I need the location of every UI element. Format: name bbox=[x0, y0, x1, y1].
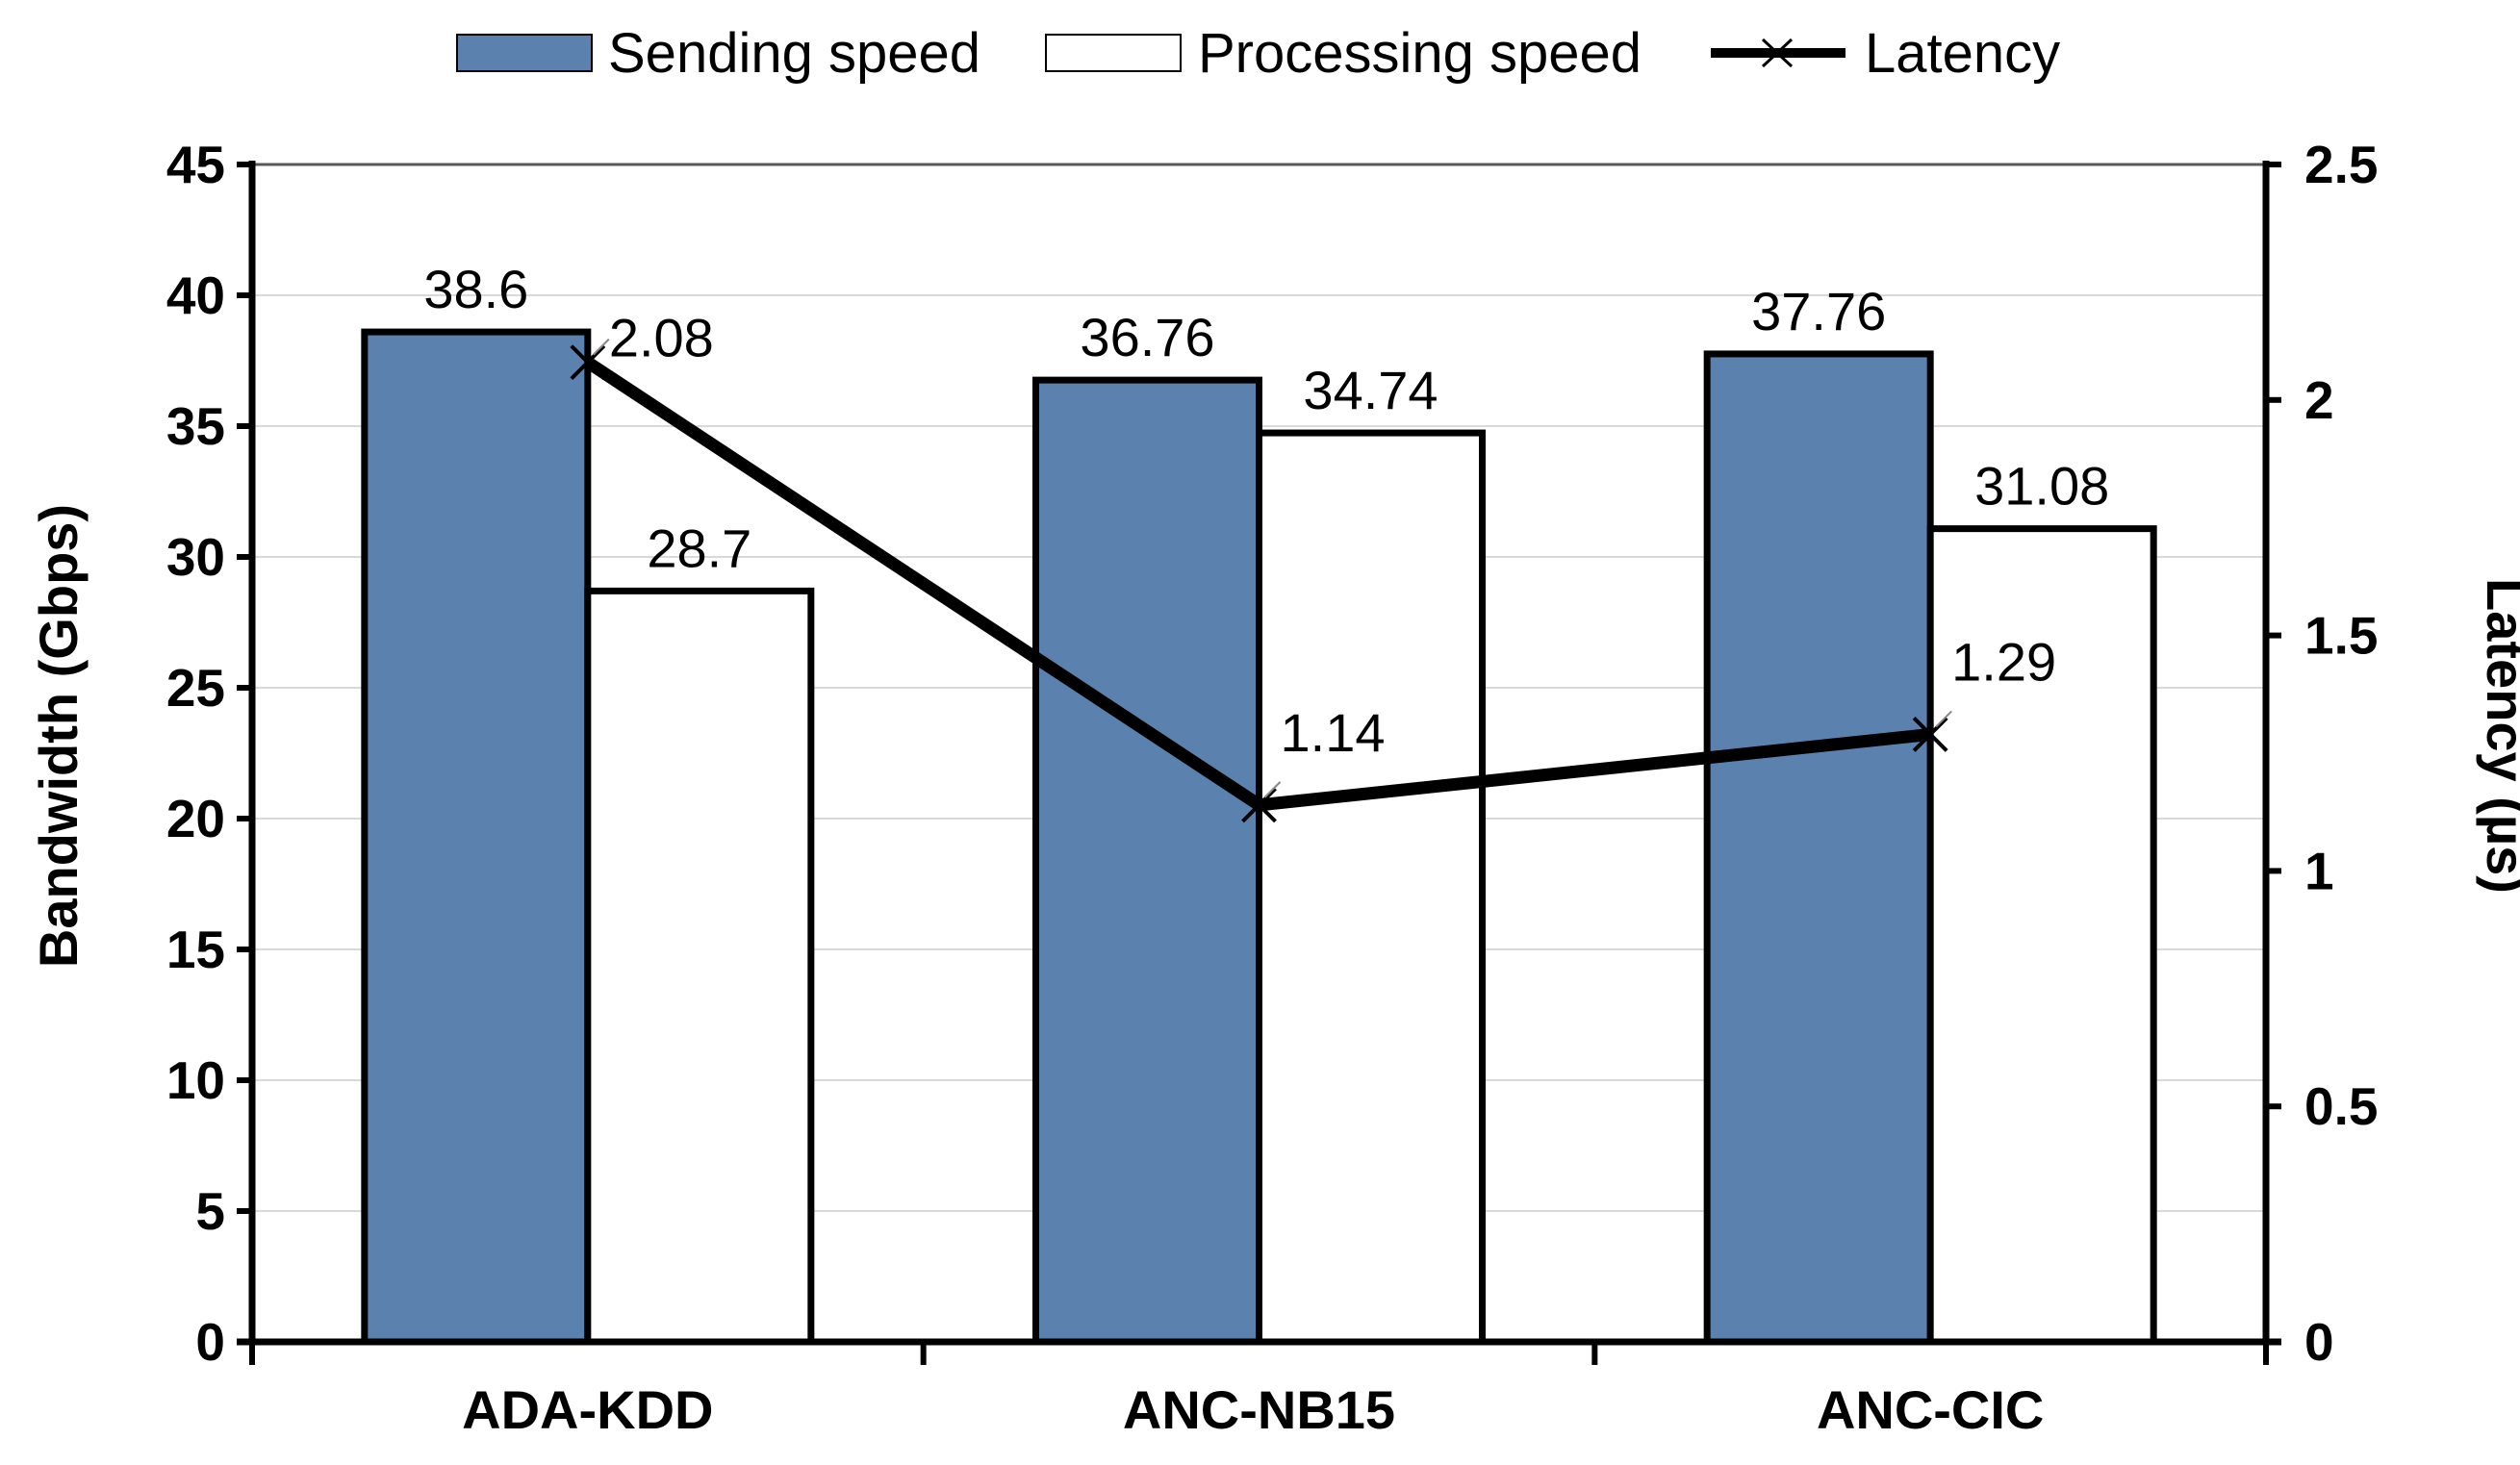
y-axis-title: Bandwidth (Gbps) bbox=[28, 504, 89, 968]
bars bbox=[361, 328, 2157, 1346]
legend-label-latency: Latency bbox=[1865, 22, 2060, 85]
y-tick-label: 15 bbox=[166, 920, 225, 979]
y-tick-label: 10 bbox=[166, 1050, 225, 1110]
latency-data-label: 1.29 bbox=[1951, 631, 2056, 692]
y-tick-label: 30 bbox=[166, 527, 225, 587]
bar-processing-speed bbox=[1926, 525, 2157, 1346]
data-label: 38.6 bbox=[423, 259, 528, 319]
data-label: 37.76 bbox=[1751, 281, 1886, 341]
legend-swatch-processing-speed bbox=[1045, 34, 1182, 72]
y2-tick-label: 0 bbox=[2304, 1312, 2334, 1372]
latency-leader-line bbox=[593, 338, 610, 356]
latency-line bbox=[570, 338, 1952, 823]
x-category-label: ADA-KDD bbox=[462, 1379, 713, 1440]
bar-processing-speed bbox=[1256, 429, 1486, 1346]
legend-label-sending-speed: Sending speed bbox=[608, 22, 980, 85]
axes: 0 5 10 15 20 25 30 35 40 45 0 0.5 1 1.5 2 2.5 ADA-KDD ANC… bbox=[166, 135, 2379, 1440]
legend: Sending speed Processing speed Latency bbox=[456, 22, 2060, 85]
data-label: 36.76 bbox=[1080, 307, 1214, 367]
legend-label-processing-speed: Processing speed bbox=[1198, 22, 1642, 85]
data-label: 28.7 bbox=[647, 518, 751, 578]
y-tick-label: 5 bbox=[195, 1181, 225, 1241]
bar-sending-speed bbox=[1032, 376, 1262, 1346]
x-category-label: ANC-NB15 bbox=[1123, 1379, 1395, 1440]
latency-data-label: 2.08 bbox=[609, 308, 714, 368]
bar-processing-speed bbox=[584, 587, 815, 1346]
latency-data-label: 1.14 bbox=[1281, 702, 1386, 763]
y-tick-label: 25 bbox=[166, 658, 225, 718]
latency-leader-line bbox=[1935, 710, 1952, 728]
y2-tick-label: 2.5 bbox=[2304, 135, 2378, 194]
latency-marker bbox=[1912, 717, 1948, 752]
y-tick-label: 20 bbox=[166, 789, 225, 848]
y2-tick-label: 2 bbox=[2304, 370, 2334, 430]
bar-sending-speed bbox=[361, 328, 592, 1346]
latency-marker bbox=[570, 344, 606, 381]
y2-tick-label: 1 bbox=[2304, 841, 2334, 900]
data-labels: 38.6 28.7 36.76 34.74 37.76 31.08 2.08 1.14 1.29 bbox=[423, 259, 2109, 763]
y2-tick-label: 1.5 bbox=[2304, 606, 2378, 666]
data-label: 34.74 bbox=[1303, 360, 1438, 420]
latency-marker bbox=[1241, 787, 1277, 823]
y-tick-label: 0 bbox=[195, 1312, 225, 1372]
y2-tick-label: 0.5 bbox=[2304, 1076, 2378, 1136]
y-tick-label: 35 bbox=[166, 396, 225, 456]
latency-leader-line bbox=[1263, 781, 1282, 798]
y-tick-label: 45 bbox=[166, 135, 225, 194]
y2-axis-title: Latency (µs) bbox=[2476, 578, 2520, 894]
legend-swatch-sending-speed bbox=[456, 34, 593, 72]
legend-marker-latency bbox=[1761, 38, 1794, 68]
x-category-label: ANC-CIC bbox=[1817, 1379, 2044, 1440]
bar-sending-speed bbox=[1703, 350, 1934, 1346]
y-tick-label: 40 bbox=[166, 265, 225, 325]
data-label: 31.08 bbox=[1974, 456, 2109, 517]
